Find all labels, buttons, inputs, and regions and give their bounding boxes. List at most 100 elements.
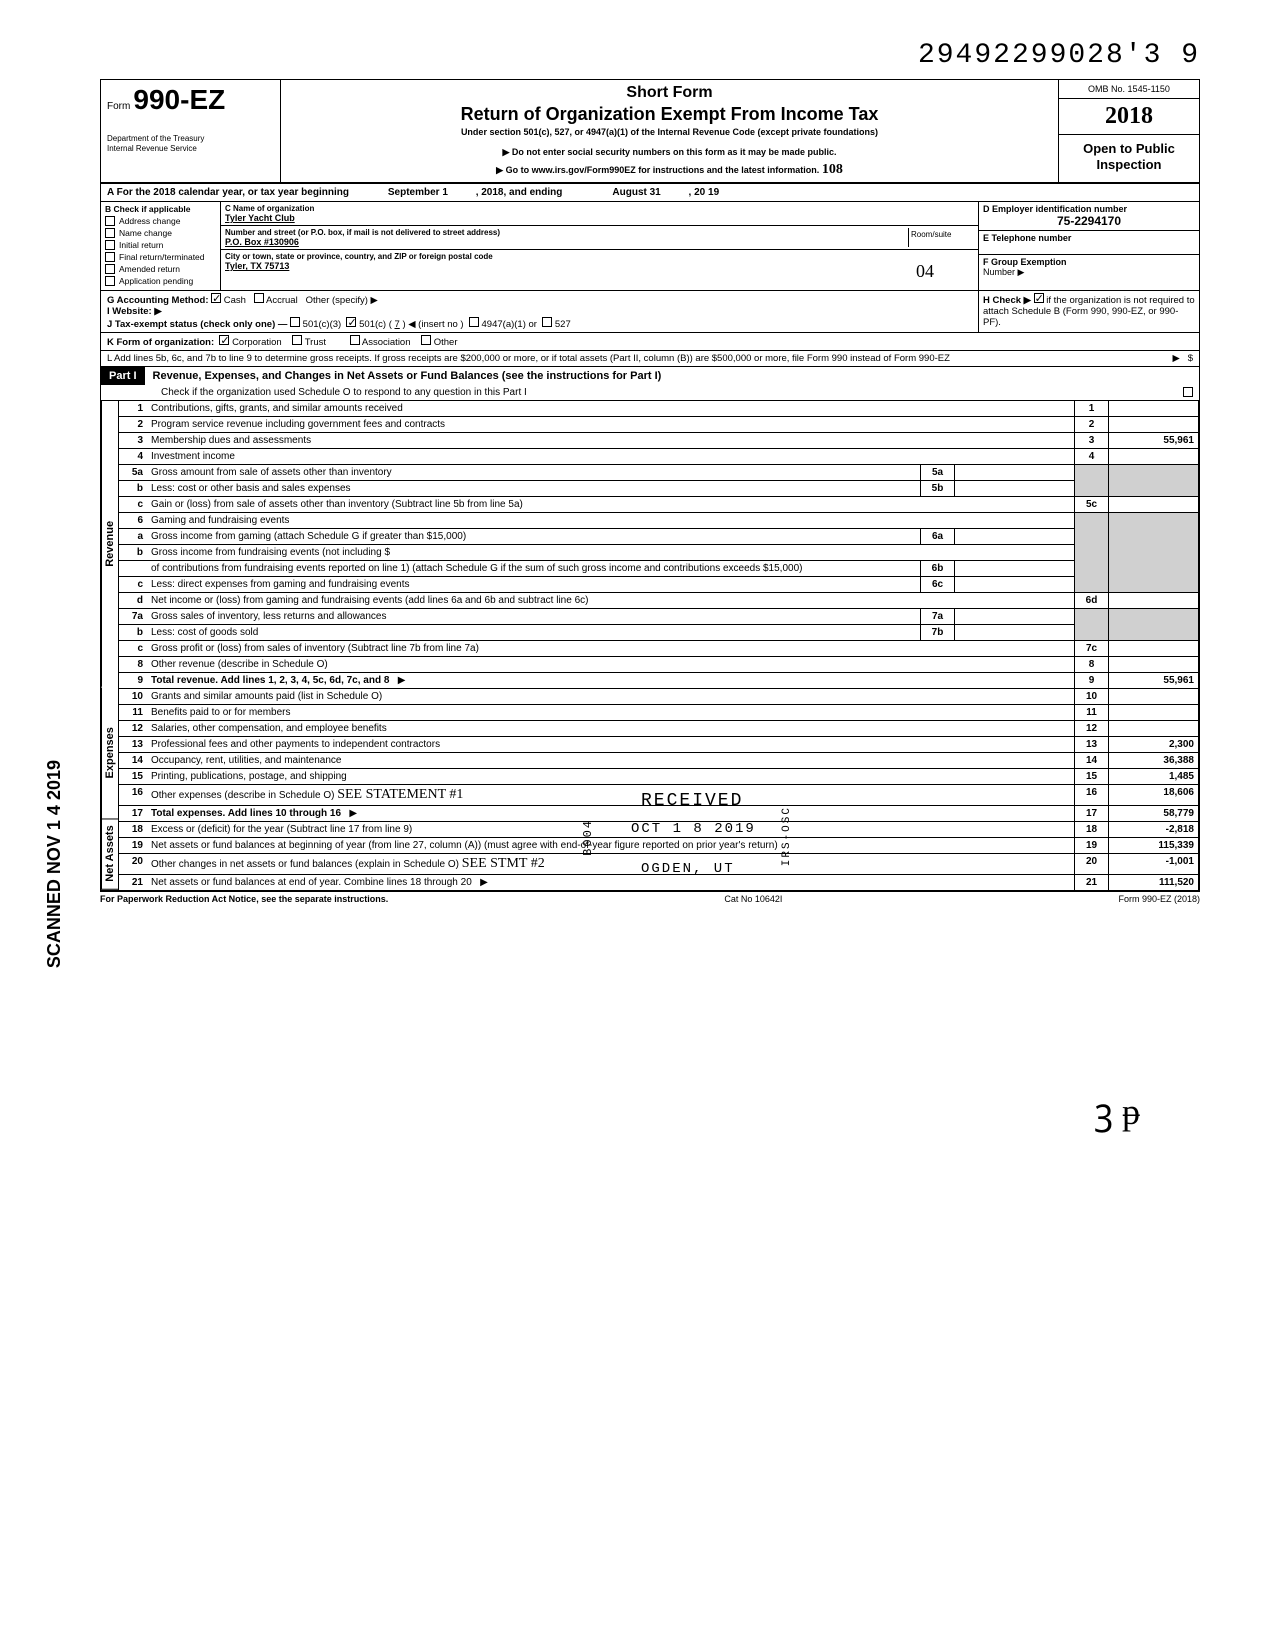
checkbox-501c3[interactable]	[290, 317, 300, 327]
h-label: H Check ▶	[983, 295, 1031, 306]
footer-left: For Paperwork Reduction Act Notice, see …	[100, 894, 388, 904]
assoc-label: Association	[362, 337, 411, 348]
signature-doodle: ꝫ ᵽ	[100, 1086, 1200, 1135]
short-form-label: Short Form	[291, 84, 1048, 102]
l-dollar: $	[1188, 353, 1193, 364]
line-4: 4 Investment income 4	[119, 449, 1199, 465]
corp-label: Corporation	[232, 337, 282, 348]
cb-address-label: Address change	[119, 216, 180, 226]
checkbox-trust[interactable]	[292, 335, 302, 345]
line-5a: 5a Gross amount from sale of assets othe…	[119, 465, 1199, 481]
row-a-mid: , 2018, and ending	[476, 187, 563, 198]
checkbox-final[interactable]	[105, 252, 115, 262]
checkbox-corp[interactable]	[219, 335, 229, 345]
checkbox-accrual[interactable]	[254, 293, 264, 303]
line-21: 21 Net assets or fund balances at end of…	[119, 875, 1199, 891]
line-15: 15 Printing, publications, postage, and …	[119, 769, 1199, 785]
ein-label: D Employer identification number	[983, 204, 1127, 214]
cb-pending-label: Application pending	[119, 276, 193, 286]
cb-initial-label: Initial return	[119, 240, 163, 250]
checkbox-4947[interactable]	[469, 317, 479, 327]
a1-label: 4947(a)(1) or	[482, 319, 537, 330]
row-k: K Form of organization: Corporation Trus…	[100, 333, 1200, 351]
checkbox-assoc[interactable]	[350, 335, 360, 345]
s527-label: 527	[555, 319, 571, 330]
group-number: Number ▶	[983, 267, 1024, 277]
cash-label: Cash	[224, 295, 246, 306]
line-17: 17 Total expenses. Add lines 10 through …	[119, 806, 1199, 822]
city-label: City or town, state or province, country…	[225, 252, 974, 261]
g-label: G Accounting Method:	[107, 295, 209, 306]
checkbox-name[interactable]	[105, 228, 115, 238]
line-3: 3 Membership dues and assessments 3 55,9…	[119, 433, 1199, 449]
line-10: 10 Grants and similar amounts paid (list…	[119, 689, 1199, 705]
line-6: 6 Gaming and fundraising events	[119, 513, 1199, 529]
goto-url: ▶ Go to www.irs.gov/Form990EZ for instru…	[291, 162, 1048, 178]
phone-label: E Telephone number	[983, 233, 1071, 243]
j-label: J Tax-exempt status (check only one) —	[107, 319, 287, 330]
line-18: 18 Excess or (deficit) for the year (Sub…	[119, 822, 1199, 838]
bcdef-grid: B Check if applicable Address change Nam…	[100, 202, 1200, 291]
right-block: OMB No. 1545-1150 2018 Open to Public In…	[1059, 80, 1199, 182]
row-a: A For the 2018 calendar year, or tax yea…	[100, 184, 1200, 202]
line-19: 19 Net assets or fund balances at beginn…	[119, 838, 1199, 854]
open-to-public: Open to Public	[1061, 141, 1197, 157]
other-k-label: Other	[434, 337, 458, 348]
return-title: Return of Organization Exempt From Incom…	[291, 104, 1048, 125]
line-6a: a Gross income from gaming (attach Sched…	[119, 529, 1199, 545]
line-12: 12 Salaries, other compensation, and emp…	[119, 721, 1199, 737]
checkbox-address[interactable]	[105, 216, 115, 226]
form-prefix: Form	[107, 101, 130, 112]
checkbox-cash[interactable]	[211, 293, 221, 303]
room-hand: 04	[916, 261, 934, 282]
row-l: L Add lines 5b, 6c, and 7b to line 9 to …	[100, 351, 1200, 367]
hand-stmt1: SEE STATEMENT #1	[337, 787, 463, 802]
l-arrow: ▶	[1172, 353, 1179, 364]
i-label: I Website: ▶	[107, 306, 162, 317]
checkbox-501c[interactable]	[346, 317, 356, 327]
l-text: L Add lines 5b, 6c, and 7b to line 9 to …	[107, 353, 1073, 364]
k-label: K Form of organization:	[107, 337, 214, 348]
c-number: 7	[395, 319, 400, 330]
line-6b-cont: of contributions from fundraising events…	[119, 561, 1199, 577]
main-table: RECEIVED OCT 1 8 2019 OGDEN, UT B004 IRS…	[100, 401, 1200, 891]
checkbox-other-k[interactable]	[421, 335, 431, 345]
tracking-number: 29492299028'3 9	[100, 40, 1200, 71]
checkbox-pending[interactable]	[105, 276, 115, 286]
checkbox-h[interactable]	[1034, 293, 1044, 303]
row-a-end: August 31	[612, 187, 660, 198]
row-a-tail: , 20 19	[689, 187, 720, 198]
title-block: Short Form Return of Organization Exempt…	[281, 80, 1059, 182]
inspection: Inspection	[1061, 157, 1197, 173]
form-number: 990-EZ	[133, 84, 225, 115]
checkbox-527[interactable]	[542, 317, 552, 327]
line-13: 13 Professional fees and other payments …	[119, 737, 1199, 753]
line-11: 11 Benefits paid to or for members 11	[119, 705, 1199, 721]
name-label: C Name of organization	[225, 204, 974, 213]
hand-108: 108	[822, 162, 843, 177]
line-6b: b Gross income from fundraising events (…	[119, 545, 1199, 561]
other-label: Other (specify) ▶	[306, 295, 378, 306]
do-not-ssn: ▶ Do not enter social security numbers o…	[291, 147, 1048, 158]
footer: For Paperwork Reduction Act Notice, see …	[100, 891, 1200, 906]
checkbox-amended[interactable]	[105, 264, 115, 274]
hand-stmt2: SEE STMT #2	[462, 856, 545, 871]
street-label: Number and street (or P.O. box, if mail …	[225, 228, 908, 237]
line-6d: d Net income or (loss) from gaming and f…	[119, 593, 1199, 609]
side-netassets: Net Assets	[101, 819, 118, 890]
row-gh: G Accounting Method: Cash Accrual Other …	[100, 291, 1200, 333]
line-8: 8 Other revenue (describe in Schedule O)…	[119, 657, 1199, 673]
line-1: 1 Contributions, gifts, grants, and simi…	[119, 401, 1199, 417]
row-a-begin: September 1	[388, 187, 448, 198]
under-section: Under section 501(c), 527, or 4947(a)(1)…	[291, 127, 1048, 137]
line-2: 2 Program service revenue including gove…	[119, 417, 1199, 433]
part1-header-row: Part I Revenue, Expenses, and Changes in…	[100, 367, 1200, 401]
checkbox-initial[interactable]	[105, 240, 115, 250]
c-label: 501(c) (	[359, 319, 392, 330]
checkbox-schedule-o[interactable]	[1183, 387, 1193, 397]
line-7a: 7a Gross sales of inventory, less return…	[119, 609, 1199, 625]
line-6c: c Less: direct expenses from gaming and …	[119, 577, 1199, 593]
footer-mid: Cat No 10642I	[724, 894, 782, 904]
part1-label: Part I	[101, 367, 145, 385]
footer-right: Form 990-EZ (2018)	[1118, 894, 1200, 904]
